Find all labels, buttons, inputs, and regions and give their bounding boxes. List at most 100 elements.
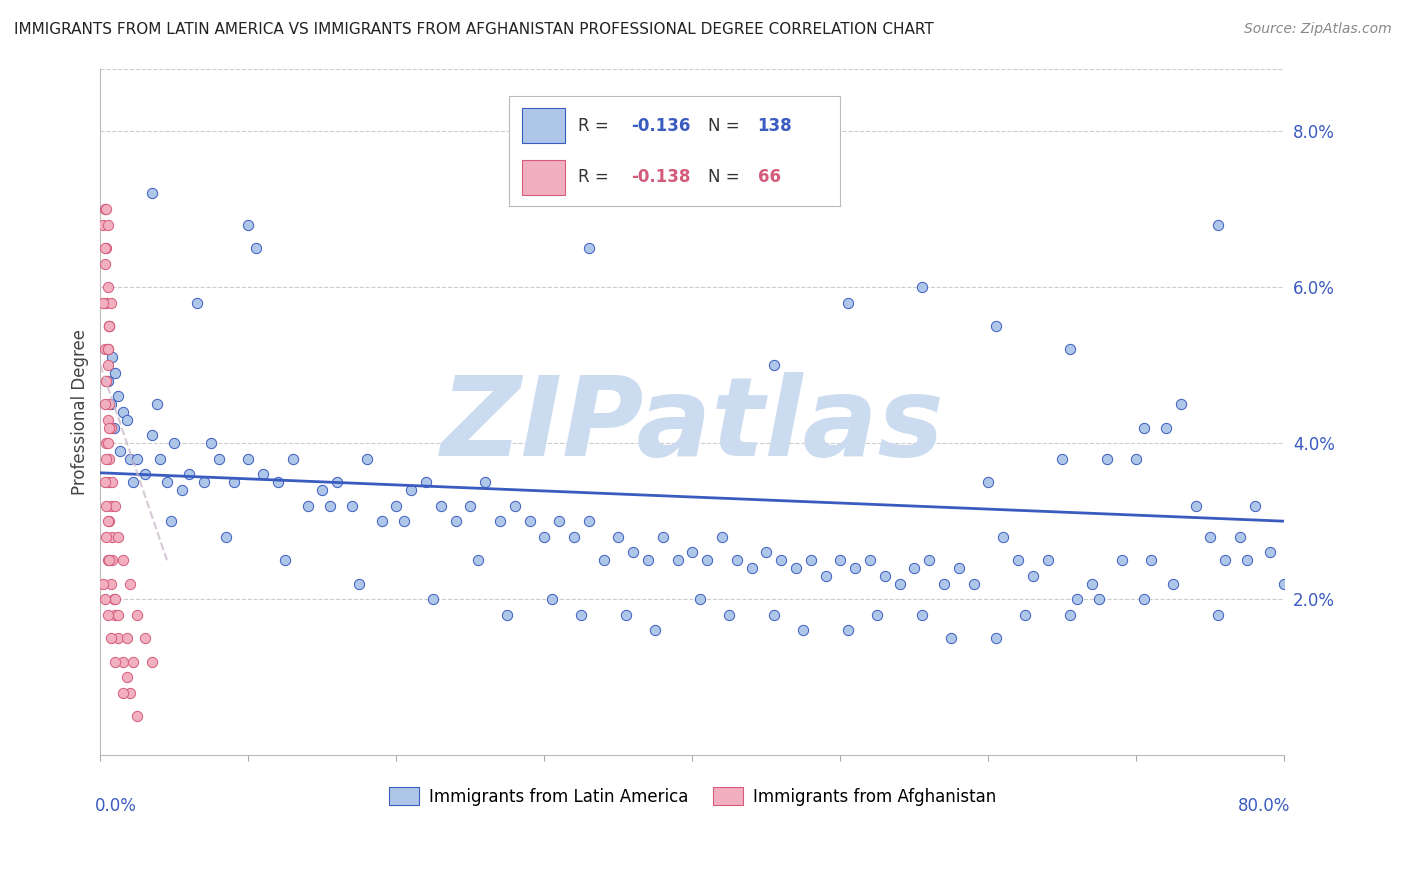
- Point: [562, 530, 585, 544]
- Point: [94, 202, 117, 216]
- Point: [689, 592, 711, 607]
- Point: [267, 475, 290, 490]
- Point: [1206, 607, 1229, 622]
- Point: [141, 428, 163, 442]
- Point: [889, 576, 911, 591]
- Point: [96, 451, 118, 466]
- Point: [792, 624, 814, 638]
- Point: [762, 607, 785, 622]
- Legend: Immigrants from Latin America, Immigrants from Afghanistan: Immigrants from Latin America, Immigrant…: [382, 780, 1002, 813]
- Point: [97, 475, 120, 490]
- Point: [148, 451, 170, 466]
- Point: [637, 553, 659, 567]
- Point: [903, 561, 925, 575]
- Point: [1229, 530, 1251, 544]
- Point: [1140, 553, 1163, 567]
- Point: [101, 530, 124, 544]
- Point: [1274, 576, 1296, 591]
- Point: [97, 436, 120, 450]
- Point: [814, 569, 837, 583]
- Point: [918, 553, 941, 567]
- Point: [460, 499, 482, 513]
- Point: [385, 499, 408, 513]
- Point: [245, 241, 267, 255]
- Point: [415, 475, 437, 490]
- Point: [104, 366, 127, 380]
- Point: [107, 389, 129, 403]
- Point: [97, 553, 120, 567]
- Point: [741, 561, 763, 575]
- Point: [578, 514, 600, 528]
- Point: [496, 607, 519, 622]
- Point: [1170, 397, 1192, 411]
- Point: [1206, 218, 1229, 232]
- Point: [97, 413, 120, 427]
- Point: [101, 351, 124, 365]
- Point: [238, 218, 260, 232]
- Point: [100, 295, 122, 310]
- Point: [98, 397, 121, 411]
- Point: [1133, 420, 1156, 434]
- Point: [160, 514, 183, 528]
- Point: [127, 451, 149, 466]
- Text: IMMIGRANTS FROM LATIN AMERICA VS IMMIGRANTS FROM AFGHANISTAN PROFESSIONAL DEGREE: IMMIGRANTS FROM LATIN AMERICA VS IMMIGRA…: [14, 22, 934, 37]
- Point: [1163, 576, 1185, 591]
- Point: [103, 420, 125, 434]
- Point: [770, 553, 793, 567]
- Point: [932, 576, 955, 591]
- Point: [711, 530, 734, 544]
- Point: [281, 451, 304, 466]
- Point: [96, 530, 118, 544]
- Point: [127, 607, 149, 622]
- Point: [97, 343, 120, 357]
- Point: [115, 632, 138, 646]
- Point: [94, 592, 117, 607]
- Point: [1258, 545, 1281, 559]
- Point: [540, 592, 562, 607]
- Point: [115, 670, 138, 684]
- Point: [1111, 553, 1133, 567]
- Point: [98, 514, 121, 528]
- Point: [91, 576, 114, 591]
- Point: [96, 499, 118, 513]
- Point: [1184, 499, 1206, 513]
- Point: [98, 319, 121, 334]
- Point: [94, 343, 117, 357]
- Point: [422, 592, 444, 607]
- Point: [948, 561, 970, 575]
- Point: [91, 295, 114, 310]
- Point: [179, 467, 201, 482]
- Point: [1154, 420, 1177, 434]
- Point: [94, 257, 117, 271]
- Point: [111, 655, 134, 669]
- Point: [96, 241, 118, 255]
- Point: [103, 592, 125, 607]
- Point: [107, 530, 129, 544]
- Point: [1243, 499, 1265, 513]
- Point: [94, 475, 117, 490]
- Point: [1125, 451, 1147, 466]
- Point: [108, 444, 131, 458]
- Point: [118, 576, 141, 591]
- Point: [1007, 553, 1029, 567]
- Point: [100, 420, 122, 434]
- Point: [115, 413, 138, 427]
- Point: [101, 553, 124, 567]
- Point: [122, 475, 145, 490]
- Point: [297, 499, 319, 513]
- Point: [141, 186, 163, 201]
- Point: [866, 607, 889, 622]
- Point: [911, 607, 934, 622]
- Point: [100, 499, 122, 513]
- Point: [163, 436, 186, 450]
- Point: [837, 295, 859, 310]
- Point: [111, 553, 134, 567]
- Point: [156, 475, 179, 490]
- Point: [519, 514, 541, 528]
- Point: [696, 553, 718, 567]
- Point: [429, 499, 451, 513]
- Point: [107, 607, 129, 622]
- Point: [984, 319, 1007, 334]
- Point: [104, 499, 127, 513]
- Point: [1199, 530, 1222, 544]
